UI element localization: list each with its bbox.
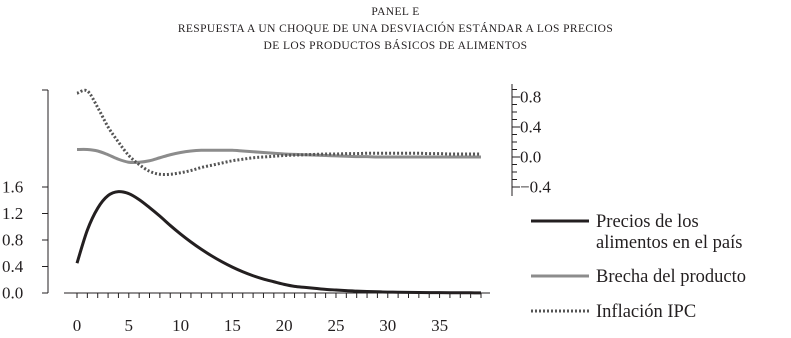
left-axis-tick-label: 0.4 (2, 257, 24, 276)
x-axis-tick-label: 15 (224, 316, 241, 335)
x-axis-tick-label: 20 (276, 316, 293, 335)
legend-label: alimentos en el país (596, 233, 742, 253)
x-axis-tick-label: 5 (125, 316, 134, 335)
right-axis-tick-label: −0.4 (520, 178, 551, 197)
legend-label: Brecha del producto (596, 267, 746, 287)
title-line-1: RESPUESTA A UN CHOQUE DE UNA DESVIACIÓN … (177, 23, 614, 35)
x-axis-tick-label: 35 (431, 316, 448, 335)
legend-label: Inflación IPC (596, 302, 696, 322)
legend-label: Precios de los (596, 212, 699, 232)
right-axis-tick-label: 0.8 (520, 88, 541, 107)
x-axis-tick-label: 0 (73, 316, 82, 335)
right-axis-tick-label: 0.4 (520, 118, 542, 137)
right-axis-tick-label: 0.0 (520, 148, 541, 167)
panel-label: PANEL E (371, 6, 420, 18)
x-axis-tick-label: 25 (327, 316, 344, 335)
left-axis-tick-label: 1.2 (2, 204, 23, 223)
series-line-inflacion-ipc (76, 88, 481, 177)
title-line-2: DE LOS PRODUCTOS BÁSICOS DE ALIMENTOS (263, 40, 528, 52)
series-line-brecha-del-producto (76, 147, 481, 165)
left-axis-tick-label: 0.0 (2, 284, 23, 303)
left-axis-tick-label: 0.8 (2, 231, 23, 250)
left-axis-tick-label: 1.6 (2, 178, 23, 197)
x-axis-tick-label: 10 (172, 316, 189, 335)
chart-title: PANEL E RESPUESTA A UN CHOQUE DE UNA DES… (0, 4, 791, 55)
x-axis-tick-label: 30 (379, 316, 396, 335)
series-line-precios-de-los-alimentos-en-el-pais (75, 190, 482, 295)
